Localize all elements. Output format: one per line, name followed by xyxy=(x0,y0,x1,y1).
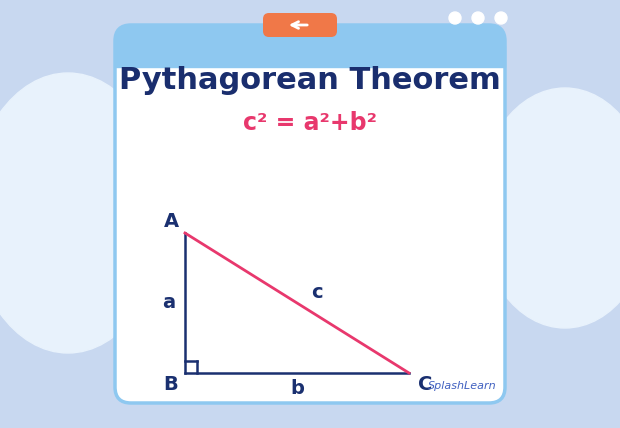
FancyBboxPatch shape xyxy=(115,25,505,403)
Text: B: B xyxy=(164,375,179,395)
Text: b: b xyxy=(290,380,304,398)
Text: A: A xyxy=(164,211,179,231)
FancyBboxPatch shape xyxy=(263,13,337,37)
Text: c² = a²+b²: c² = a²+b² xyxy=(243,111,377,135)
Text: Pythagorean Theorem: Pythagorean Theorem xyxy=(119,65,501,95)
Text: a: a xyxy=(162,294,175,312)
Circle shape xyxy=(495,12,507,24)
Ellipse shape xyxy=(0,73,166,353)
Circle shape xyxy=(472,12,484,24)
Text: SplashLearn: SplashLearn xyxy=(428,381,497,391)
Text: c: c xyxy=(311,283,323,303)
Circle shape xyxy=(449,12,461,24)
Bar xyxy=(115,46,505,67)
Ellipse shape xyxy=(477,88,620,328)
FancyBboxPatch shape xyxy=(115,25,505,67)
Text: C: C xyxy=(418,375,432,395)
